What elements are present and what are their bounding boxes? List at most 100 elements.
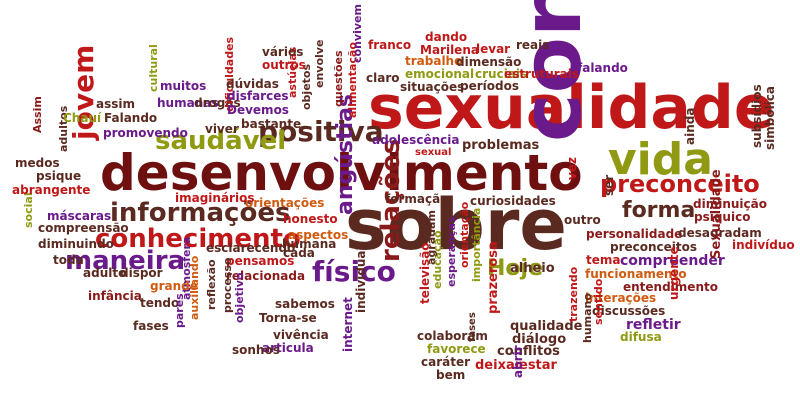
word-sexualidade-small: Sexualidade: [709, 169, 724, 259]
word-marilena: Marilena: [420, 43, 479, 57]
word-cultural: cultural: [147, 44, 160, 92]
word-preconceito: preconceito: [600, 170, 760, 198]
word-maneira: maneira: [65, 246, 186, 276]
word-individuo: indivíduo: [732, 238, 795, 252]
word-humanas: humanas: [157, 96, 219, 110]
word-dialogo: diálogo: [512, 332, 567, 347]
word-pensamos: pensamos: [226, 254, 295, 268]
word-orientacao: orientação: [458, 201, 471, 268]
word-situacoes: situações: [400, 80, 465, 94]
word-objetivo: objetivo: [233, 272, 246, 323]
word-medos: medos: [15, 156, 60, 170]
word-disfarces: disfarces: [227, 89, 289, 103]
word-adulto: adulto: [83, 266, 127, 280]
word-articula: articula: [262, 341, 314, 355]
word-honesto: honesto: [283, 212, 338, 226]
word-abrir: abrir: [511, 345, 525, 378]
word-sexual: sexual: [415, 147, 452, 158]
word-falando-cap: Falando: [104, 111, 158, 125]
word-ser: ser: [602, 174, 616, 196]
word-tendo: tendo: [140, 296, 180, 310]
word-toda: toda: [53, 253, 84, 267]
word-varios: vários: [262, 45, 304, 59]
word-entendimento: entendimento: [623, 280, 718, 294]
word-urgente: urgente: [667, 246, 681, 300]
word-chaui: Chauí: [63, 111, 102, 125]
word-trazendo: trazendo: [567, 266, 580, 322]
word-outros: outros: [262, 58, 306, 72]
word-vez: vez: [565, 157, 579, 180]
word-convivem: convivem: [351, 4, 364, 63]
word-qualidade: qualidade: [510, 319, 583, 334]
word-bem: bem: [436, 368, 466, 382]
word-relacionada: relacionada: [226, 269, 306, 283]
word-funcionamento: funcionamento: [585, 267, 687, 281]
word-cada: cada: [283, 246, 315, 260]
word-envolve: envolve: [313, 39, 326, 88]
word-conhecimento: conhecimento: [95, 224, 301, 254]
word-individual: individual: [354, 246, 368, 313]
word-abrangente: abrangente: [12, 183, 91, 197]
word-carater: caráter: [421, 355, 471, 369]
word-humana: humana: [282, 237, 337, 251]
word-social: social: [22, 192, 35, 228]
word-importancia: importância: [470, 207, 483, 282]
word-fases-a: fases: [467, 312, 478, 342]
word-subsidios: subsídios: [750, 84, 764, 148]
word-fases-b: fases: [133, 319, 169, 333]
word-internet: internet: [341, 297, 355, 352]
word-questoes: questões: [332, 50, 345, 107]
word-saudavel: saudável: [155, 126, 287, 156]
word-diminuindo: diminuindo: [38, 237, 114, 251]
word-psiquico: psíquico: [694, 210, 751, 224]
word-dimensao: dimensão: [456, 55, 522, 69]
word-desagradam: desagradam: [678, 226, 762, 240]
word-hoje: Hoje: [487, 256, 543, 281]
word-psique: psique: [36, 169, 82, 183]
word-tema: tema: [586, 253, 621, 267]
word-muitos: muitos: [160, 79, 207, 93]
word-fisico: físico: [312, 255, 396, 288]
word-diminuicao: diminuição: [693, 197, 767, 211]
word-orientacoes: orientações: [245, 196, 325, 210]
word-compreender: compreender: [620, 253, 725, 269]
word-aspectos: aspectos: [288, 228, 349, 242]
word-adolescencia: adolescência: [372, 133, 460, 147]
word-grande: grande: [150, 279, 198, 293]
word-franco: franco: [368, 38, 412, 52]
word-formacao: formação: [385, 192, 449, 206]
word-ainda: ainda: [683, 107, 697, 145]
word-cruciais: cruciais: [475, 67, 528, 81]
word-sabemos: sabemos: [275, 297, 335, 311]
word-curiosidades: curiosidades: [470, 194, 556, 208]
word-bastante: bastante: [241, 117, 302, 131]
word-levar: levar: [476, 42, 511, 56]
word-outro: outro: [564, 213, 601, 227]
word-drogas: drogas: [194, 96, 241, 110]
word-deixar: deixar: [475, 358, 522, 373]
word-refletir: refletir: [626, 317, 681, 333]
word-infancia: infância: [88, 289, 142, 303]
word-imaginarios: imaginários: [175, 191, 255, 205]
word-dando: dando: [425, 30, 468, 44]
word-preconceitos: preconceitos: [610, 240, 698, 254]
word-estruturais: estruturais: [504, 67, 580, 81]
word-trabalho: trabalho: [405, 54, 463, 68]
word-conflitos: conflitos: [497, 344, 560, 359]
word-personalidade: personalidade: [586, 227, 683, 241]
word-sonhos: sonhos: [232, 343, 280, 357]
word-periodos: períodos: [460, 79, 519, 93]
word-jovem: jovem: [67, 44, 100, 140]
word-mascaras: máscaras: [47, 209, 112, 223]
word-estar: estar: [519, 358, 557, 373]
word-esperancas: esperanças: [445, 216, 458, 287]
word-positiva: positiva: [258, 115, 384, 148]
word-forma: forma: [622, 198, 696, 223]
word-informacoes: informações: [110, 198, 291, 228]
word-devemos: Devemos: [227, 103, 289, 117]
word-esclarecendo: esclarecendo: [206, 241, 296, 255]
word-sexualidade: sexualidade: [368, 73, 775, 143]
word-assim-cap: Assim: [31, 96, 44, 133]
word-colaboram: colaboram: [417, 329, 488, 343]
